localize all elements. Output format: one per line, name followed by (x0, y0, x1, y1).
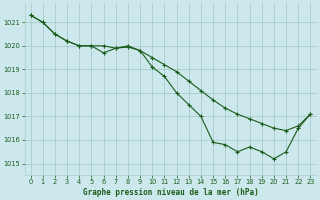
X-axis label: Graphe pression niveau de la mer (hPa): Graphe pression niveau de la mer (hPa) (83, 188, 258, 197)
